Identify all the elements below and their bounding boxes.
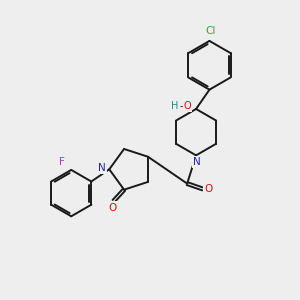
Text: F: F [59,157,65,166]
Text: O: O [108,202,116,212]
Text: Cl: Cl [206,26,216,36]
Text: H: H [171,101,178,111]
Text: O: O [183,101,191,111]
Text: -: - [179,101,183,111]
Text: N: N [193,157,200,167]
Text: N: N [98,163,106,173]
Text: O: O [204,184,213,194]
